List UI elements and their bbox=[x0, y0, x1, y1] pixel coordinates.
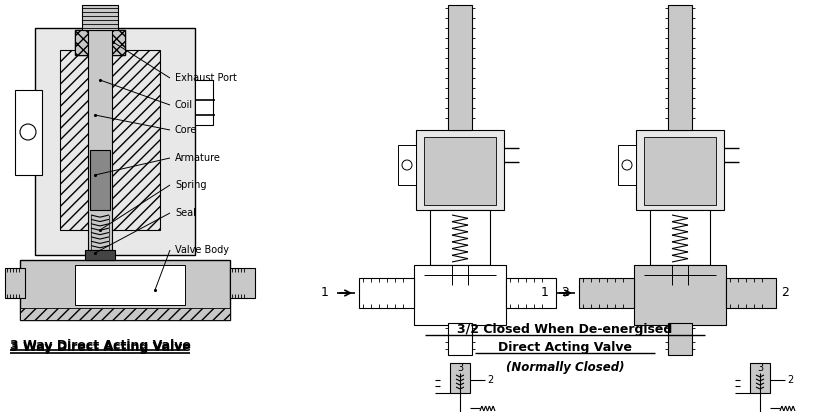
Bar bbox=[20, 260, 229, 320]
Bar bbox=[88, 30, 112, 250]
Bar bbox=[75, 265, 185, 305]
Circle shape bbox=[621, 160, 631, 170]
Text: 3 Way Direct Acting Valve: 3 Way Direct Acting Valve bbox=[10, 342, 190, 354]
Bar bbox=[5, 268, 25, 298]
Text: 2: 2 bbox=[486, 375, 493, 385]
Text: 2: 2 bbox=[786, 375, 792, 385]
Text: Seal: Seal bbox=[175, 208, 195, 218]
Text: Core: Core bbox=[175, 125, 197, 135]
Bar bbox=[75, 30, 125, 55]
Text: Direct Acting Valve: Direct Acting Valve bbox=[498, 342, 631, 354]
Bar bbox=[413, 265, 505, 325]
Bar bbox=[195, 80, 213, 125]
Bar bbox=[649, 210, 709, 265]
Bar bbox=[725, 278, 775, 308]
Text: Exhaust Port: Exhaust Port bbox=[175, 73, 237, 83]
Bar bbox=[35, 28, 195, 255]
Bar bbox=[90, 150, 110, 210]
Bar bbox=[416, 130, 503, 210]
Text: (Normally Closed): (Normally Closed) bbox=[505, 360, 623, 374]
Bar bbox=[447, 323, 471, 355]
Text: 1: 1 bbox=[320, 286, 329, 300]
Text: 3 Way Direct Acting Valve: 3 Way Direct Acting Valve bbox=[10, 339, 190, 351]
Bar bbox=[15, 90, 42, 175]
Bar bbox=[667, 323, 691, 355]
Bar bbox=[643, 137, 715, 205]
Bar bbox=[578, 278, 633, 308]
Bar bbox=[82, 5, 118, 30]
Bar bbox=[633, 265, 725, 325]
Bar bbox=[359, 278, 413, 308]
Bar bbox=[447, 5, 471, 130]
Circle shape bbox=[20, 124, 36, 140]
Text: Coil: Coil bbox=[175, 100, 193, 110]
Bar bbox=[60, 50, 160, 230]
Bar bbox=[450, 363, 469, 393]
Text: 2: 2 bbox=[780, 286, 788, 300]
Bar bbox=[430, 210, 489, 265]
Text: 2: 2 bbox=[561, 286, 568, 300]
Bar bbox=[635, 130, 723, 210]
Bar bbox=[667, 5, 691, 130]
Text: 3: 3 bbox=[756, 363, 762, 373]
Bar bbox=[749, 363, 769, 393]
Bar bbox=[229, 268, 255, 298]
Text: 1: 1 bbox=[541, 286, 548, 300]
Bar bbox=[75, 30, 125, 55]
Bar bbox=[617, 145, 635, 185]
Circle shape bbox=[402, 160, 412, 170]
Text: 3: 3 bbox=[456, 363, 463, 373]
Bar bbox=[397, 145, 416, 185]
Bar bbox=[423, 137, 495, 205]
Text: Armature: Armature bbox=[175, 153, 220, 163]
Bar bbox=[20, 308, 229, 320]
Text: Valve Body: Valve Body bbox=[175, 245, 229, 255]
Text: Spring: Spring bbox=[175, 180, 206, 190]
Bar bbox=[85, 250, 115, 260]
Text: 3/2 Closed When De-energised: 3/2 Closed When De-energised bbox=[457, 323, 672, 337]
Bar bbox=[505, 278, 556, 308]
